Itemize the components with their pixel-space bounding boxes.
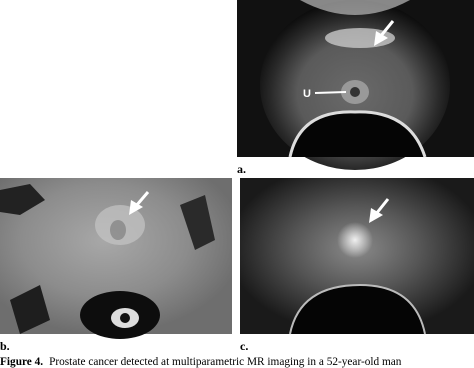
arrow-head	[369, 208, 383, 223]
panel-c: c.	[240, 178, 474, 353]
panel-label: b.	[0, 339, 10, 353]
arrow	[374, 198, 390, 215]
panel-a: U a.	[237, 0, 474, 176]
arrow	[134, 191, 150, 207]
rectal-wall	[289, 283, 426, 335]
caption-figure: Figure 4.	[0, 356, 43, 368]
caption-text: Prostate cancer detected at multiparamet…	[49, 356, 402, 368]
panel-label: c.	[240, 339, 248, 353]
artifact	[180, 195, 215, 250]
rectum	[120, 313, 130, 323]
rectum	[290, 285, 425, 334]
tissue	[110, 220, 126, 240]
panel-label: a.	[237, 162, 246, 176]
caption: Figure 4. Prostate cancer detected at mul…	[0, 356, 402, 368]
rectum	[290, 111, 425, 157]
artifact	[10, 285, 50, 334]
annotation: U	[303, 88, 311, 100]
lesion	[337, 222, 373, 258]
urethra	[350, 87, 360, 97]
rectal-wall	[288, 110, 427, 158]
arrow	[378, 20, 395, 38]
arrow-head	[374, 31, 388, 46]
arrow-head	[129, 200, 143, 215]
panel-b: b.	[0, 178, 232, 353]
tissue	[300, 0, 410, 15]
pointer-line	[314, 91, 347, 94]
artifact	[0, 184, 45, 215]
